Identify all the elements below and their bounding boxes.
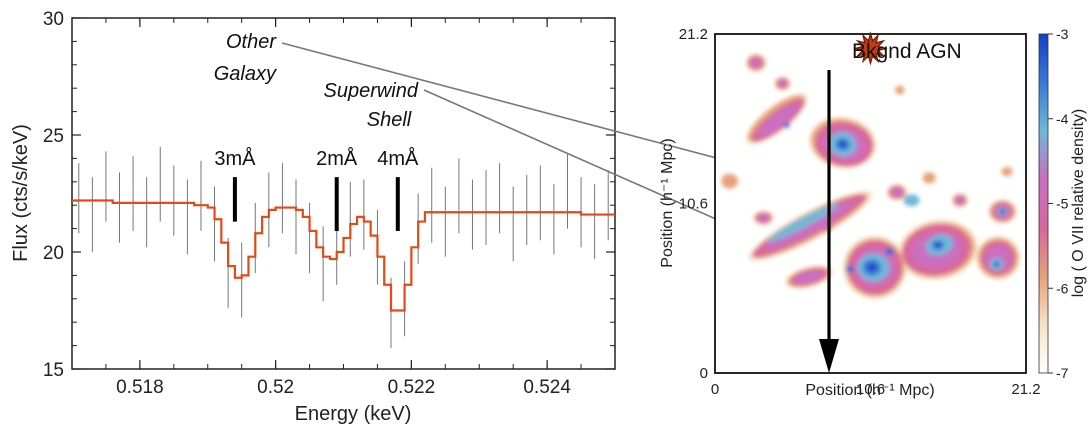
density-magenta	[795, 271, 823, 284]
callout-other-line1: Other	[226, 31, 277, 53]
absorption-line-markers: 3mÅ 2mÅ 4mÅ	[214, 147, 419, 231]
agn-star-icon	[853, 31, 888, 66]
x-tick-label: 0.524	[523, 377, 571, 398]
spectrum-y-tick-labels: 15 20 25 30	[43, 9, 64, 381]
density-core	[785, 123, 789, 127]
colorbar	[1038, 33, 1049, 374]
density-magenta	[778, 80, 787, 88]
spectrum-model-line	[72, 199, 615, 312]
density-core	[995, 262, 999, 266]
map-y-tick-label: 21.2	[679, 26, 708, 43]
map-y-tick-label: 0	[700, 365, 708, 382]
density-core	[839, 141, 846, 148]
sightline-arrow-head	[819, 339, 839, 373]
colorbar-tick-label: -7	[1056, 365, 1069, 381]
simulation-map: Bkgnd AGN 0 10.6 21.2 0 10.6 21.2 Position (h…	[659, 26, 1087, 399]
colorbar-tick-label: -5	[1056, 196, 1069, 212]
simulation-y-axis-title: Position (h⁻¹ Mpc)	[659, 138, 676, 267]
spectrum-x-axis-title: Energy (keV)	[295, 403, 412, 425]
colorbar-tick-label: -6	[1056, 280, 1069, 296]
x-tick-label: 0.522	[388, 377, 436, 398]
y-tick-label: 25	[43, 126, 64, 147]
callout-superwind-line2: Shell	[367, 109, 412, 131]
density-core	[1001, 210, 1004, 213]
agn-label: Bkgnd AGN	[852, 40, 962, 63]
colorbar-ticks: -3 -4 -5 -6 -7	[1048, 26, 1069, 381]
y-tick-label: 30	[43, 9, 64, 30]
spectrum-x-tick-labels: 0.518 0.52 0.522 0.524	[116, 377, 571, 398]
simulation-tick-labels: 0 10.6 21.2 0 10.6 21.2	[679, 26, 1041, 398]
y-tick-label: 20	[43, 243, 64, 264]
colorbar-title: log ( O VII relative density)	[1070, 109, 1087, 298]
callout-other-line2: Galaxy	[214, 63, 277, 85]
density-magenta	[750, 58, 762, 67]
density-core	[887, 249, 892, 254]
density-core	[848, 267, 852, 271]
density-magenta	[758, 214, 769, 222]
density-magenta	[820, 222, 830, 230]
density-cyan	[767, 203, 839, 242]
density-mid	[922, 172, 936, 184]
colorbar-tick-label: -4	[1056, 111, 1069, 127]
map-y-tick-label: 10.6	[679, 196, 708, 213]
absorption-marker-label: 2mÅ	[316, 147, 358, 170]
spectrum-plot-frame	[71, 17, 616, 370]
density-mid	[895, 85, 905, 95]
x-tick-label: 0.52	[257, 377, 294, 398]
density-cyan	[903, 194, 920, 207]
density-core	[935, 242, 941, 248]
spectrum-major-ticks	[72, 17, 615, 370]
leader-line-other-galaxy	[281, 42, 793, 179]
map-x-tick-label: 10.6	[856, 381, 885, 398]
absorption-marker-label: 3mÅ	[214, 147, 256, 170]
callout-superwind-line1: Superwind	[323, 80, 418, 102]
agn-star-shape	[853, 31, 888, 66]
y-tick-label: 15	[43, 360, 64, 381]
colorbar-tick-label: -3	[1056, 26, 1069, 42]
density-core	[867, 263, 877, 272]
absorption-marker-label: 4mÅ	[377, 147, 419, 170]
density-mid	[1001, 167, 1013, 177]
map-x-tick-label: 0	[711, 381, 719, 398]
density-map	[715, 34, 1026, 373]
callouts: Other Galaxy Superwind Shell	[214, 31, 793, 247]
x-tick-label: 0.518	[116, 377, 164, 398]
density-mid	[721, 173, 738, 189]
density-magenta	[891, 188, 903, 197]
density-magenta	[956, 196, 964, 204]
simulation-x-axis-title: Position (h⁻¹ Mpc)	[805, 382, 934, 399]
density-magenta	[758, 104, 798, 137]
spectrum-chart: 0.518 0.52 0.522 0.524 15 20 25 30 Energy (keV…	[10, 9, 616, 425]
spectrum-minor-ticks	[71, 17, 616, 370]
spectrum-y-axis-title: Flux (cts/s/keV)	[10, 124, 32, 262]
map-x-tick-label: 21.2	[1011, 381, 1040, 398]
